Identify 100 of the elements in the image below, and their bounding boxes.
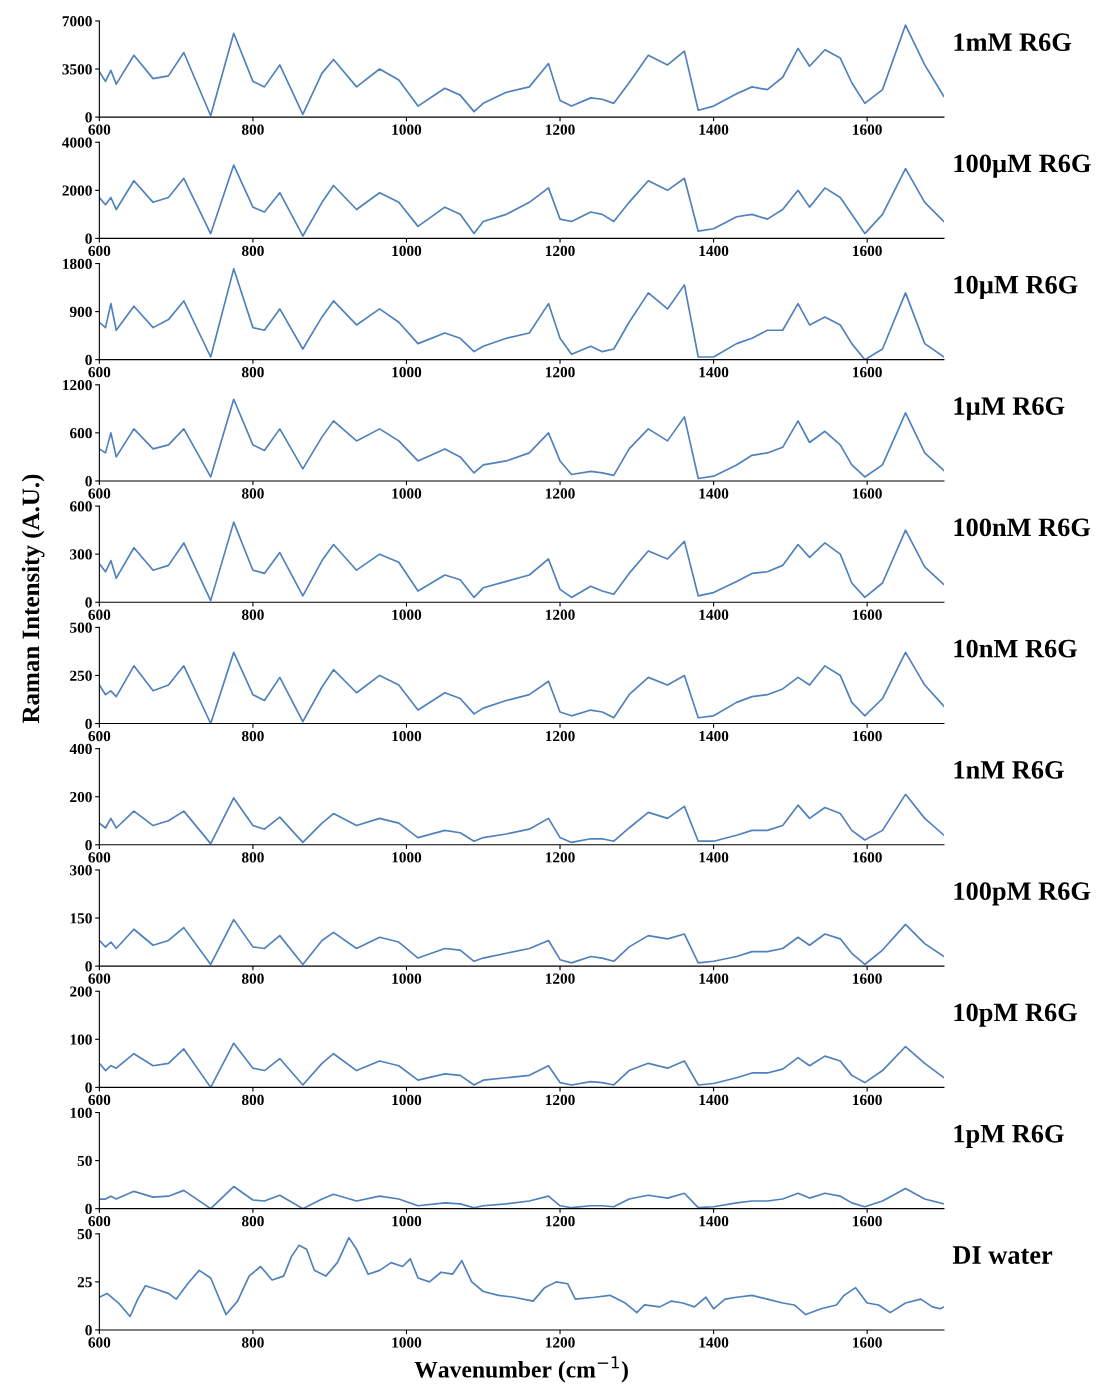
y-tick-label: 0 bbox=[85, 112, 92, 123]
y-tick-label: 600 bbox=[70, 501, 92, 512]
x-tick-label: 1400 bbox=[699, 1216, 729, 1227]
y-tick-label: 200 bbox=[70, 791, 92, 803]
y-tick-label: 7000 bbox=[62, 16, 92, 27]
x-tick-label: 800 bbox=[241, 367, 264, 378]
x-tick-label: 800 bbox=[241, 852, 264, 863]
y-tick-label: 1200 bbox=[63, 379, 92, 391]
y-tick-label: 300 bbox=[70, 865, 92, 876]
text: 1µM R6G bbox=[954, 397, 1065, 421]
y-tick-label: 900 bbox=[69, 306, 92, 318]
x-tick-label: 800 bbox=[241, 609, 264, 620]
x-tick-label: 800 bbox=[241, 245, 264, 257]
y-tick-label: 0 bbox=[85, 1325, 92, 1336]
y-tick-label: 0 bbox=[85, 233, 92, 244]
text: 100µM R6G bbox=[954, 154, 1091, 178]
x-tick-label: 800 bbox=[241, 124, 264, 135]
x-tick-label: 1200 bbox=[545, 973, 575, 984]
x-tick-label: 1600 bbox=[853, 852, 882, 863]
x-tick-label: 1600 bbox=[853, 1094, 882, 1106]
x-tick-label: 1000 bbox=[392, 245, 422, 257]
text: 1nM R6G bbox=[954, 761, 1064, 779]
y-tick-label: 500 bbox=[70, 622, 92, 633]
x-tick-label: 1400 bbox=[699, 730, 729, 742]
text: DI water bbox=[952, 1246, 1053, 1264]
y-tick-label: 1800 bbox=[63, 258, 92, 269]
x-tick-label: 1000 bbox=[392, 488, 422, 499]
x-tick-label: 1200 bbox=[545, 488, 575, 499]
x-tick-label: 1400 bbox=[699, 367, 729, 378]
y-tick-label: 100 bbox=[70, 1107, 92, 1118]
x-tick-label: 1600 bbox=[853, 245, 882, 257]
x-tick-label: 1400 bbox=[699, 852, 729, 863]
x-tick-label: 800 bbox=[241, 1216, 264, 1227]
x-tick-label: 1000 bbox=[392, 367, 422, 378]
x-tick-label: 1400 bbox=[699, 124, 729, 135]
x-tick-label: 1000 bbox=[392, 730, 422, 742]
y-tick-label: 200 bbox=[70, 986, 92, 997]
x-tick-label: 1200 bbox=[545, 1216, 575, 1227]
y-tick-label: 0 bbox=[85, 718, 92, 729]
line-series bbox=[99, 1236, 944, 1318]
x-tick-label: 1000 bbox=[392, 1094, 422, 1106]
x-tick-label: 1600 bbox=[853, 973, 882, 984]
x-tick-label: 1600 bbox=[853, 488, 882, 499]
x-axis-title: Wavenumber (cm$^{−1}$) bbox=[414, 1356, 628, 1383]
x-tick-label: 1600 bbox=[853, 367, 882, 378]
y-tick-label: 0 bbox=[85, 839, 92, 851]
x-tick-label: 1200 bbox=[545, 852, 575, 863]
y-tick-label: 0 bbox=[85, 354, 92, 366]
text: 100nM R6G bbox=[954, 518, 1091, 537]
x-tick-label: 1600 bbox=[853, 1216, 882, 1227]
x-tick-label: 1000 bbox=[392, 1216, 422, 1227]
y-tick-label: 0 bbox=[85, 1082, 92, 1093]
x-tick-label: 1200 bbox=[545, 1094, 575, 1106]
y-tick-label: 2000 bbox=[62, 185, 92, 196]
x-tick-label: 1200 bbox=[545, 609, 575, 620]
x-tick-label: 1000 bbox=[392, 852, 422, 863]
y-tick-label: 3500 bbox=[62, 64, 92, 75]
y-tick-label: 600 bbox=[70, 428, 92, 439]
x-tick-label: 1400 bbox=[699, 1337, 729, 1348]
y-tick-label: 100 bbox=[70, 1034, 92, 1045]
y-tick-label: 50 bbox=[77, 1228, 92, 1240]
x-tick-label: 1600 bbox=[853, 609, 882, 620]
y-tick-label: 0 bbox=[85, 597, 92, 608]
x-tick-label: 1000 bbox=[392, 973, 422, 984]
x-tick-label: 1200 bbox=[545, 1337, 575, 1348]
y-tick-label: 25 bbox=[77, 1277, 92, 1288]
x-tick-label: 1400 bbox=[699, 488, 729, 499]
text: 1pM R6G bbox=[954, 1124, 1064, 1148]
x-tick-label: 1200 bbox=[545, 730, 575, 742]
text: 10µM R6G bbox=[954, 275, 1078, 299]
x-tick-label: 1600 bbox=[853, 124, 882, 135]
y-tick-label: 4000 bbox=[62, 137, 92, 148]
y-tick-label: 0 bbox=[85, 1203, 92, 1215]
x-tick-label: 1400 bbox=[699, 1094, 729, 1106]
x-tick-label: 1000 bbox=[392, 1337, 422, 1348]
x-tick-label: 1400 bbox=[699, 609, 729, 620]
y-tick-label: 250 bbox=[70, 670, 92, 681]
text: 10nM R6G bbox=[954, 639, 1077, 658]
y-tick-label: 400 bbox=[69, 743, 92, 755]
text: 10pM R6G bbox=[954, 1003, 1077, 1027]
text: 1mM R6G bbox=[954, 33, 1072, 52]
x-tick-label: 1600 bbox=[853, 1337, 882, 1348]
y-axis-title: Raman Intensity (A.U.) bbox=[21, 474, 45, 724]
y-tick-label: 50 bbox=[77, 1155, 92, 1167]
x-tick-label: 800 bbox=[241, 973, 264, 984]
x-tick-label: 1200 bbox=[545, 124, 575, 135]
y-tick-label: 300 bbox=[70, 549, 92, 560]
x-tick-label: 800 bbox=[241, 1094, 264, 1106]
x-tick-label: 1200 bbox=[545, 245, 575, 257]
x-tick-label: 800 bbox=[241, 1337, 264, 1348]
x-tick-label: 1600 bbox=[853, 730, 882, 742]
y-tick-label: 150 bbox=[70, 913, 92, 924]
y-tick-label: 0 bbox=[85, 961, 92, 972]
x-tick-label: 1400 bbox=[699, 245, 729, 257]
x-tick-label: 1000 bbox=[392, 124, 422, 135]
x-tick-label: 800 bbox=[241, 488, 264, 499]
x-tick-label: 1200 bbox=[545, 367, 575, 378]
text: 100pM R6G bbox=[954, 882, 1091, 906]
x-tick-label: 800 bbox=[241, 730, 264, 742]
x-tick-label: 1000 bbox=[392, 609, 422, 620]
